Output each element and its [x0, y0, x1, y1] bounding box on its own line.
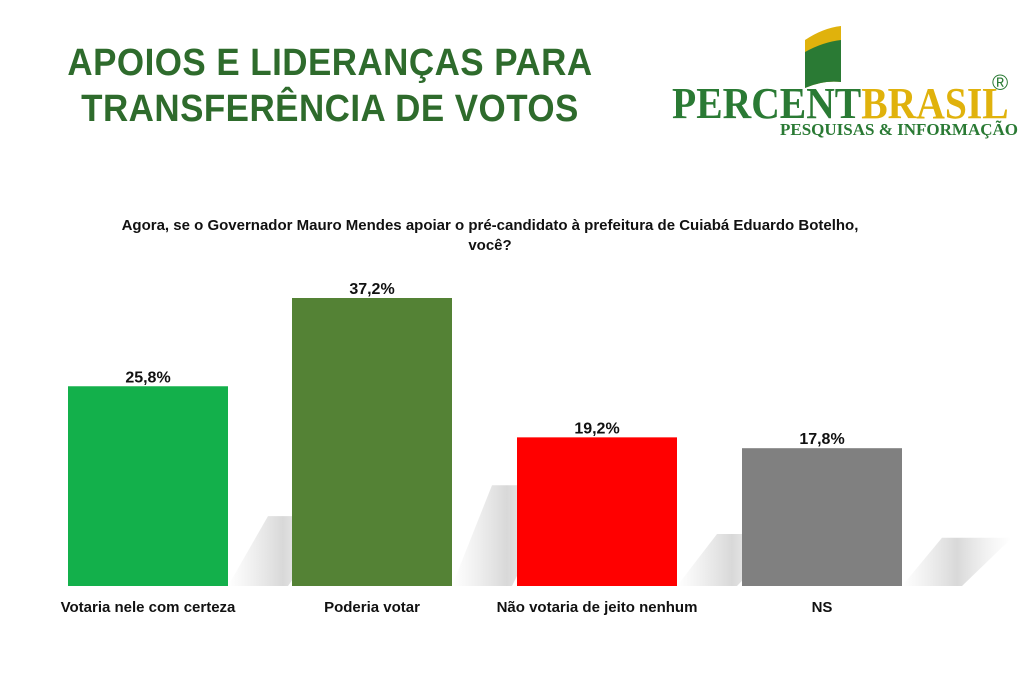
logo-word-percent: PERCENT	[672, 79, 862, 128]
bar	[517, 437, 677, 586]
category-label: Não votaria de jeito nenhum	[497, 599, 698, 616]
chart-title: Agora, se o Governador Mauro Mendes apoi…	[121, 217, 859, 254]
logo-wordmark: PERCENTBRASIL	[672, 78, 1009, 129]
bar	[292, 298, 452, 586]
page-title: APOIOS E LIDERANÇAS PARA TRANSFERÊNCIA D…	[63, 40, 597, 132]
category-label: Votaria nele com certeza	[61, 599, 236, 616]
bars-group	[68, 298, 902, 586]
category-label: Poderia votar	[324, 599, 420, 616]
registered-mark: ®	[992, 70, 1009, 95]
data-label: 37,2%	[349, 281, 394, 298]
percentbrasil-logo: PERCENTBRASIL ® PESQUISAS & INFORMAÇÃO	[670, 22, 1020, 152]
bar	[742, 448, 902, 586]
category-labels-group: Votaria nele com certeza Poderia votar Não…	[61, 599, 833, 616]
data-label: 17,8%	[799, 431, 844, 448]
data-label: 19,2%	[574, 420, 619, 437]
logo-tagline: PESQUISAS & INFORMAÇÃO	[780, 120, 1019, 139]
logo-flag-icon	[805, 26, 841, 88]
category-label: NS	[812, 599, 833, 616]
logo-word-brasil: BRASIL	[861, 79, 1009, 128]
bar-shadow	[902, 537, 1012, 586]
title-line-2: TRANSFERÊNCIA DE VOTOS	[81, 88, 579, 130]
title-line-1: APOIOS E LIDERANÇAS PARA	[67, 42, 593, 84]
bar	[68, 386, 228, 586]
data-labels-group: 25,8% 37,2% 19,2% 17,8%	[125, 281, 844, 448]
data-label: 25,8%	[125, 369, 170, 386]
